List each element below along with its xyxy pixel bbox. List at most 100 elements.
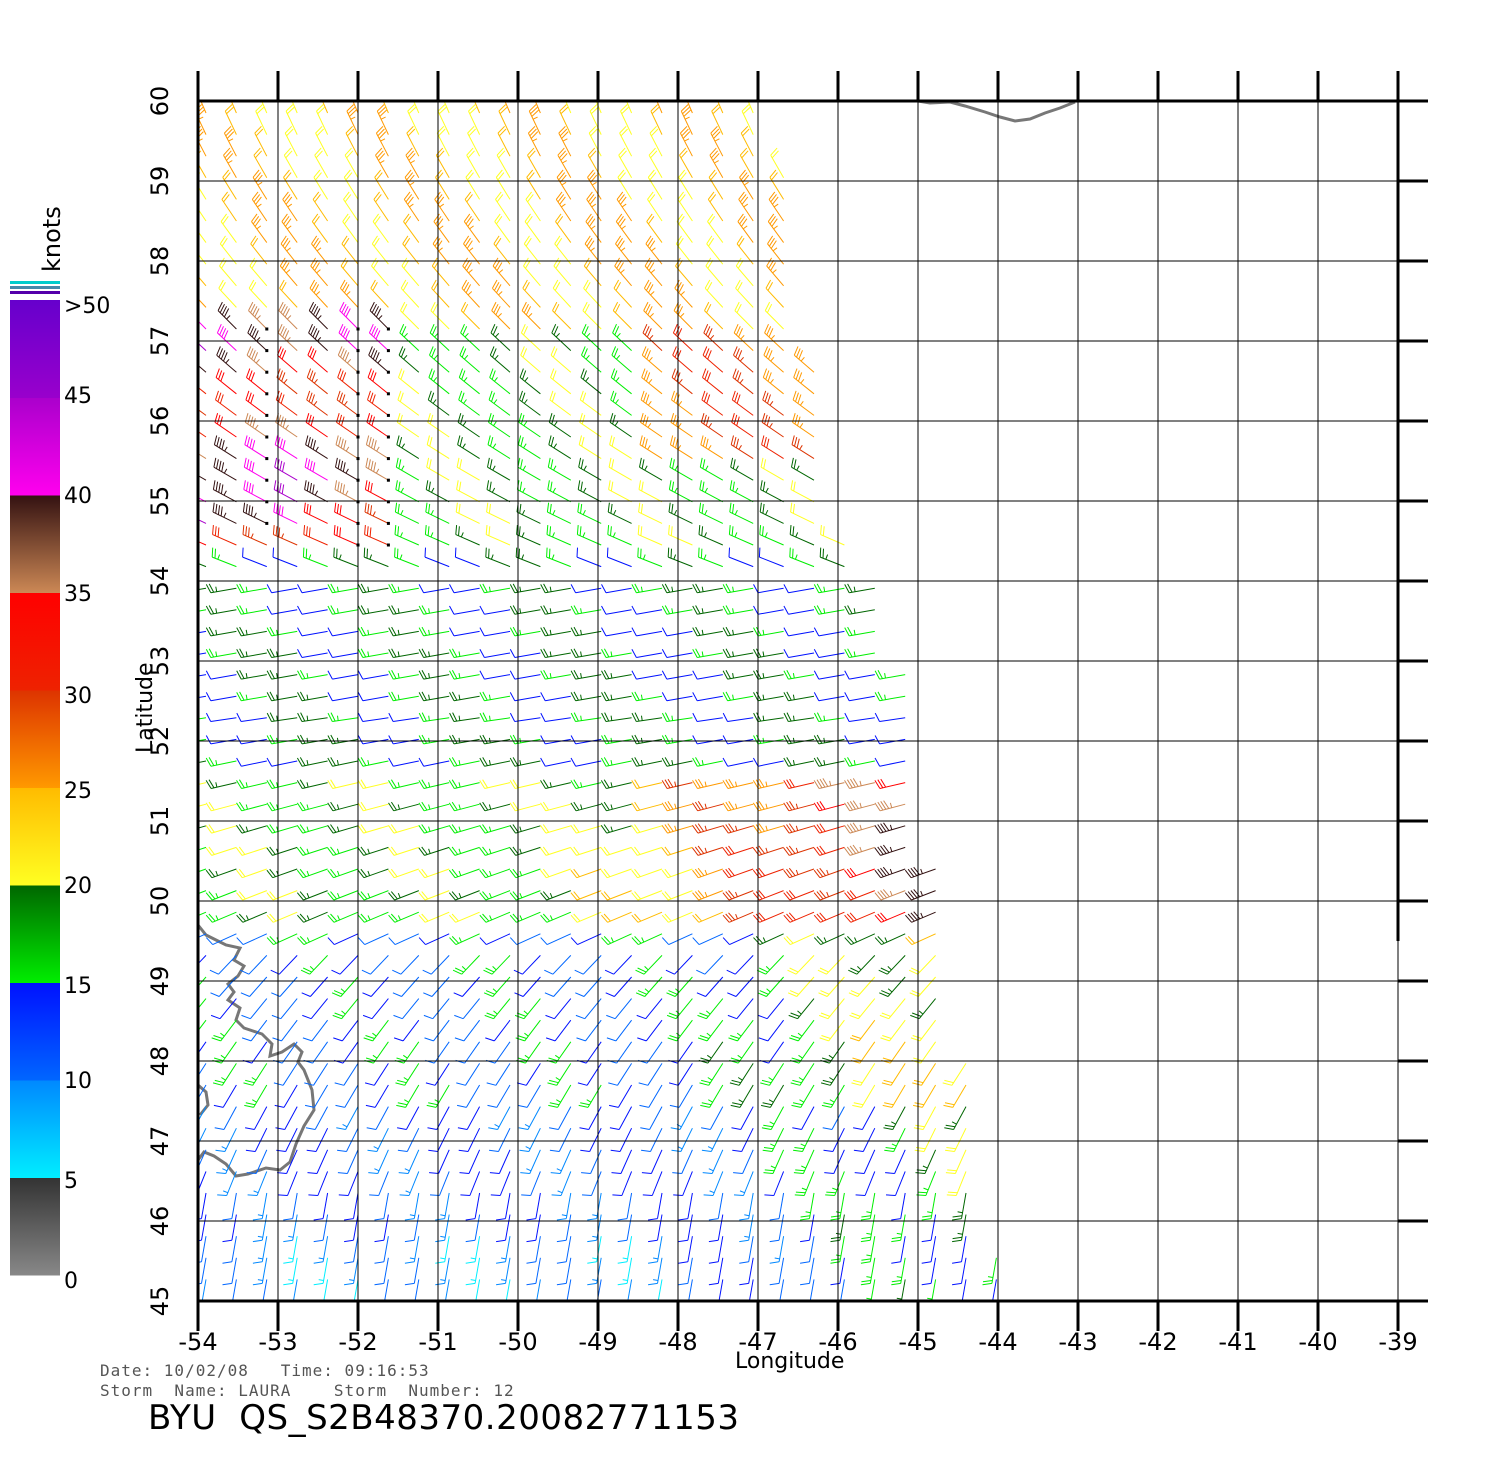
wind-barb-staff [759,933,784,946]
wind-barb-flag [221,237,228,247]
wind-barb-flag [880,823,887,832]
wind-barb-flag [846,891,854,900]
wind-barb-flag [722,670,729,680]
wind-barb-staff [833,1149,845,1174]
wind-barb-staff [424,846,450,856]
lon-tick-label: -46 [818,1328,857,1356]
wind-barb-half [286,315,292,320]
wind-barb-staff [484,760,511,767]
wind-barb-staff [826,976,845,997]
wind-barb-flag [664,868,672,878]
wind-barb-flag [489,346,495,356]
wind-barb-flag [732,503,735,514]
wind-barb-flag [182,991,191,995]
wind-barb-half [927,1297,933,1300]
wind-barb-half [549,608,552,614]
wind-barb-flag [210,992,220,997]
wind-barb-flag [672,346,677,356]
wind-barb-flag [302,547,305,558]
wind-barb-staff [484,782,511,789]
wind-barb-half [491,487,496,493]
wind-barb-flag [641,346,647,356]
wind-barb-flag [431,279,437,289]
wind-barb-flag [310,257,317,267]
wind-barb-flag [880,890,887,899]
wind-barb-flag [365,435,370,445]
wind-barb-staff [494,1041,511,1064]
wind-barb-staff [666,782,693,789]
wind-barb-half [458,694,461,700]
wind-barb-flag [336,1127,346,1130]
wind-barb-flag [368,414,373,425]
wind-barb-half [223,512,227,518]
wind-barb-half [648,356,653,362]
wind-barb-flag [407,150,415,159]
wind-barb-flag [542,891,550,900]
wind-barb-flag [213,1104,224,1108]
wind-barb-flag [849,867,857,877]
wind-barb-staff [398,377,420,395]
wind-barb-flag [692,735,698,745]
wind-barb-staff [393,587,419,594]
wind-barb-flag [405,194,413,203]
wind-barb-flag [214,548,216,559]
wind-barb-half [556,1099,561,1103]
wind-barb-flag [783,892,791,901]
wind-barb-flag [722,914,730,923]
wind-barb-flag [397,1127,407,1130]
wind-barb-half [889,824,893,830]
wind-barb-flag [742,106,751,115]
wind-barb-flag [449,648,455,658]
wind-barb-flag [219,303,225,313]
wind-barb-flag [816,891,824,900]
wind-barb-half [493,1010,498,1015]
wind-barb-half [313,378,318,384]
wind-barb-staff [620,110,633,135]
wind-barb-flag [313,1218,324,1221]
wind-barb-flag [847,757,853,766]
wind-barb-staff [637,846,663,856]
wind-barb-flag [429,346,434,356]
wind-barb-flag [334,1082,345,1086]
wind-barb-half [797,1010,802,1015]
wind-barb-flag [783,937,791,945]
wind-barb-staff [428,377,450,395]
wind-barb-flag [314,240,321,249]
wind-barb-flag [697,1014,707,1020]
wind-barb-flag [728,1037,738,1042]
wind-barb-staff [608,489,632,503]
wind-barb-flag [198,1239,202,1242]
wind-barb-staff [545,652,571,658]
wind-barb-flag [378,83,385,89]
wind-barb-flag [309,370,314,380]
wind-barb-flag [885,1172,895,1174]
wind-barb-flag [603,846,611,855]
wind-barb-flag [608,480,611,490]
wind-barb-staff [366,444,389,460]
wind-barb-flag [314,1305,323,1306]
wind-barb-staff [549,421,572,438]
wind-barb-staff [395,511,420,524]
wind-barb-half [549,651,552,657]
wind-barb-half [367,586,370,592]
wind-barb-flag [760,1082,770,1086]
legend-band [10,787,60,886]
wind-barb-staff [201,1192,207,1219]
wind-barb-flag [236,757,242,767]
wind-barb-staff [666,738,693,745]
wind-barb-staff [198,976,207,987]
wind-barb-flag [266,627,273,637]
wind-barb-staff [727,782,754,789]
wind-barb-staff [413,1257,420,1284]
wind-barb-flag [789,967,799,973]
wind-barb-staff [211,825,237,834]
wind-barb-flag [667,823,674,832]
wind-barb-half [458,759,461,766]
wind-barb-flag [570,712,576,722]
wind-barb-flag [769,1282,780,1286]
wind-barb-staff [729,911,754,923]
wind-barb-staff [322,1192,329,1219]
wind-barb-flag [519,390,523,401]
wind-barb-flag [523,303,529,313]
wind-barb-flag [371,303,377,313]
